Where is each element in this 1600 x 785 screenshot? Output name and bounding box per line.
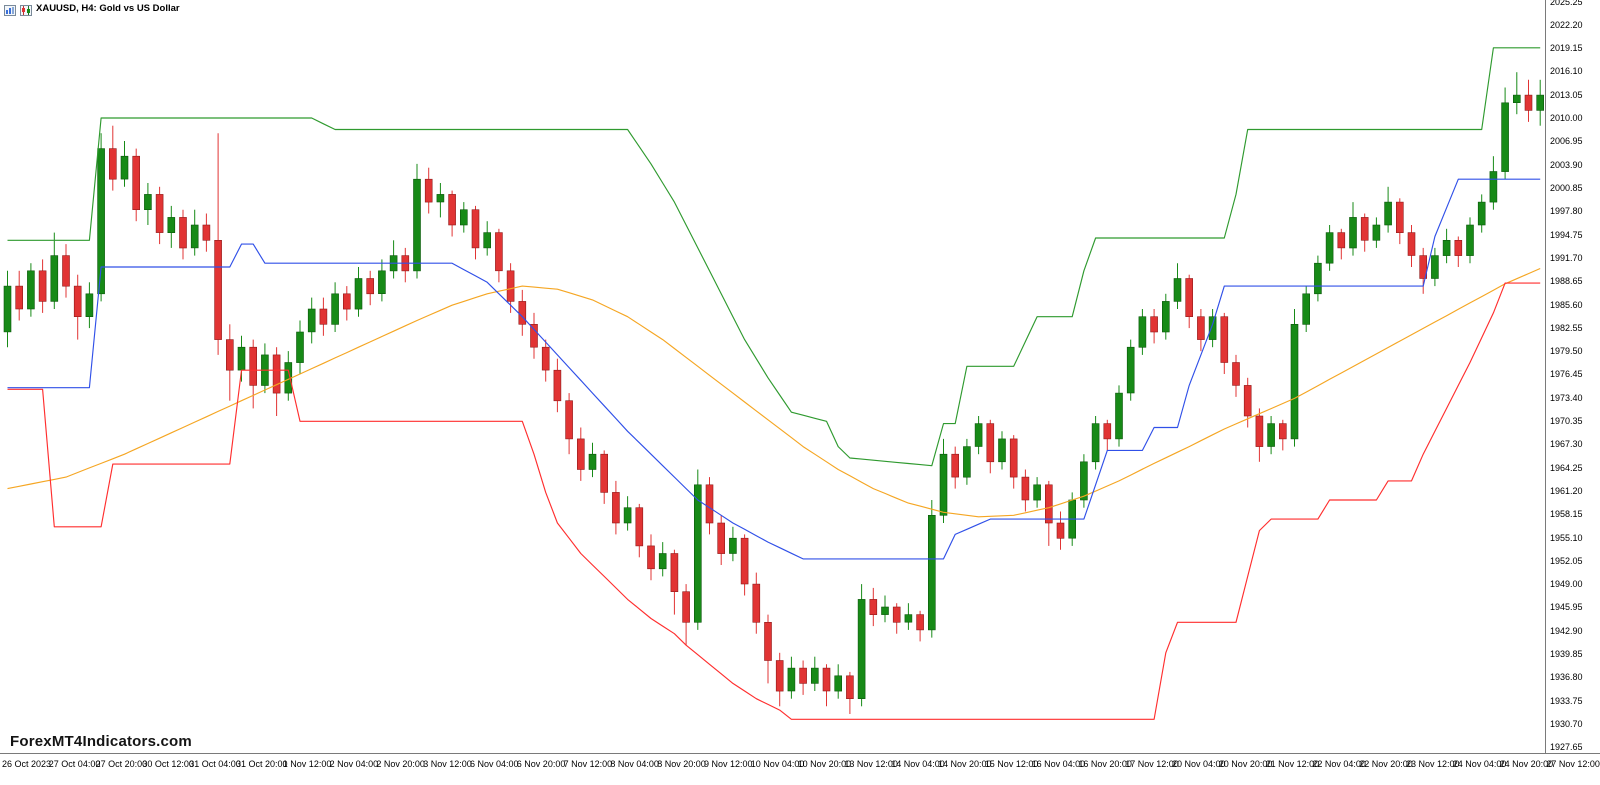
time-axis-label: 22 Nov 04:00 [1312, 759, 1366, 769]
time-axis-label: 24 Nov 04:00 [1452, 759, 1507, 769]
time-axis-label: 22 Nov 20:00 [1359, 759, 1413, 769]
time-axis-label: 27 Nov 12:00 [1546, 759, 1600, 769]
chart-header: XAUUSD, H4: Gold vs US Dollar [4, 3, 180, 16]
price-axis-label: 2013.05 [1550, 89, 1583, 100]
price-axis-label: 1967.30 [1550, 439, 1583, 450]
price-axis-label: 1970.35 [1550, 416, 1583, 426]
price-axis-label: 1964.25 [1550, 462, 1583, 473]
candlestick-icon[interactable] [20, 3, 32, 16]
price-axis-label: 1936.80 [1550, 672, 1583, 683]
time-axis-label: 31 Oct 04:00 [189, 759, 241, 769]
price-axis-label: 2019.15 [1550, 43, 1583, 54]
time-axis-label: 10 Nov 04:00 [750, 759, 805, 769]
price-axis-label: 1991.70 [1550, 252, 1583, 263]
time-axis-label: 20 Nov 20:00 [1218, 759, 1273, 769]
price-axis-label: 2016.10 [1550, 66, 1583, 77]
price-axis-label: 2010.00 [1550, 113, 1583, 123]
price-axis-label: 1927.65 [1550, 742, 1583, 753]
time-axis-label: 2 Nov 20:00 [376, 759, 425, 769]
indicator-layer [7, 47, 1541, 720]
time-axis-label: 14 Nov 20:00 [938, 759, 992, 769]
price-axis-label: 1945.95 [1550, 602, 1583, 613]
price-axis-label: 1973.40 [1550, 392, 1583, 403]
time-axis-label: 9 Nov 12:00 [704, 759, 753, 769]
time-axis-label: 20 Nov 04:00 [1172, 759, 1226, 769]
watermark-text: ForexMT4Indicators.com [10, 733, 192, 750]
time-axis-label: 27 Oct 20:00 [95, 759, 148, 769]
time-axis-label: 13 Nov 12:00 [844, 759, 898, 769]
time-axis-label: 16 Nov 20:00 [1078, 759, 1132, 769]
lower-channel-line [7, 282, 1541, 720]
time-axis-label: 31 Oct 20:00 [236, 759, 288, 769]
price-axis-label: 1955.10 [1550, 532, 1583, 543]
price-axis-label: 1988.65 [1550, 276, 1583, 287]
middle-channel-line [7, 178, 1541, 560]
price-axis-label: 1997.80 [1550, 206, 1583, 217]
price-axis-label: 1930.70 [1550, 718, 1583, 729]
price-axis-label: 1952.05 [1550, 555, 1583, 566]
time-axis-label: 14 Nov 04:00 [891, 759, 945, 769]
time-axis-label: 27 Oct 04:00 [48, 759, 101, 769]
time-axis-label: 21 Nov 12:00 [1265, 759, 1320, 769]
price-axis-label: 1994.75 [1550, 229, 1583, 240]
time-axis-label: 26 Oct 2023 [2, 759, 52, 769]
time-axis-label: 30 Oct 12:00 [142, 759, 194, 769]
time-axis-label: 15 Nov 12:00 [984, 759, 1039, 769]
bar-chart-icon[interactable] [4, 3, 16, 16]
price-axis-label: 1949.00 [1550, 579, 1583, 590]
time-axis-label: 16 Nov 04:00 [1031, 759, 1086, 769]
price-axis-label: 1942.90 [1550, 625, 1583, 636]
time-axis[interactable]: 26 Oct 2023 27 Oct 04:00 27 Oct 20:00 30 Oc… [0, 753, 1600, 785]
price-axis-label: 2000.85 [1550, 182, 1583, 193]
price-axis-label: 1982.55 [1550, 322, 1583, 333]
time-axis-label: 6 Nov 04:00 [470, 759, 519, 769]
price-axis-label: 2025.25 [1550, 0, 1583, 7]
time-axis-label: 1 Nov 12:00 [282, 759, 332, 769]
time-axis-label: 17 Nov 12:00 [1125, 759, 1179, 769]
candles-layer [3, 72, 1544, 714]
time-axis-label: 3 Nov 12:00 [423, 759, 472, 769]
price-axis-label: 1976.45 [1550, 369, 1583, 380]
price-axis-label: 2022.20 [1550, 19, 1583, 30]
time-axis-label: 23 Nov 12:00 [1406, 759, 1460, 769]
time-axis-label: 24 Nov 20:00 [1499, 759, 1554, 769]
price-axis-label: 1979.50 [1550, 346, 1583, 357]
moving-average-line [7, 267, 1541, 518]
upper-channel-line [7, 47, 1541, 467]
chart-surface[interactable] [0, 0, 1545, 753]
time-axis-label: 8 Nov 04:00 [610, 759, 659, 769]
price-axis-label: 2003.90 [1550, 159, 1583, 170]
price-axis-label: 1939.85 [1550, 649, 1583, 659]
time-axis-label: 2 Nov 04:00 [329, 759, 379, 769]
price-axis-label: 1961.20 [1550, 485, 1583, 496]
price-axis-label: 1985.60 [1550, 299, 1583, 310]
symbol-title: XAUUSD, H4: Gold vs US Dollar [36, 3, 180, 14]
time-axis-label: 10 Nov 20:00 [797, 759, 852, 769]
time-axis-label: 6 Nov 20:00 [516, 759, 566, 769]
price-axis-label: 2006.95 [1550, 136, 1583, 147]
price-axis-label: 1958.15 [1550, 509, 1583, 520]
price-axis-label: 1933.75 [1550, 695, 1583, 706]
price-axis[interactable]: 2025.25 2022.20 2019.15 2016.10 2013.05 2010.… [1545, 0, 1600, 753]
time-axis-label: 8 Nov 20:00 [657, 759, 706, 769]
time-axis-label: 7 Nov 12:00 [563, 759, 613, 769]
